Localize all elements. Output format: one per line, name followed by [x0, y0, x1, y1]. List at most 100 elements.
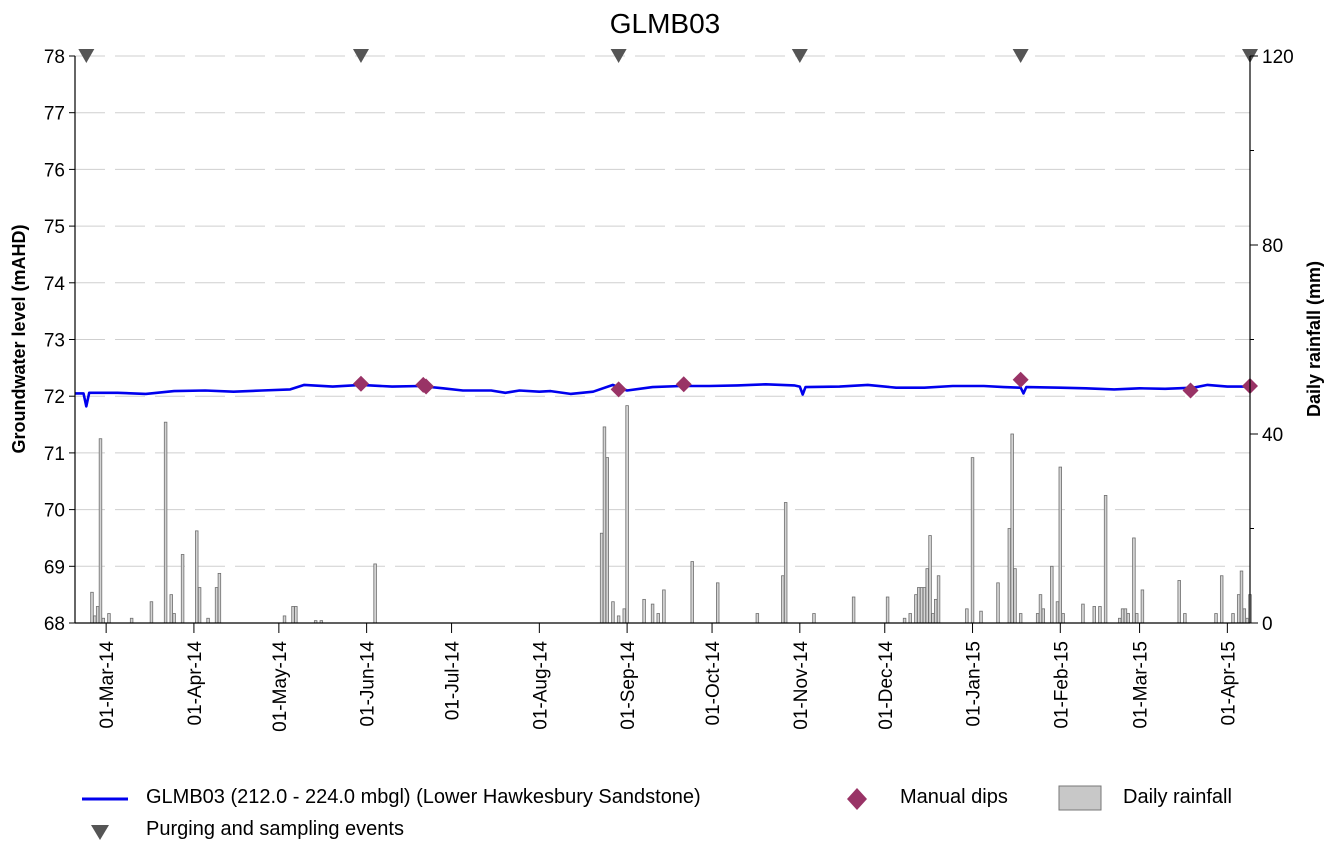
gridlines — [75, 55, 1250, 567]
legend-line-swatch — [82, 797, 128, 801]
x-tick-label: 01-Oct-14 — [703, 641, 724, 726]
sampling-event-marker — [791, 49, 808, 63]
rainfall-bar — [1092, 606, 1096, 624]
sampling-event-marker — [352, 49, 369, 63]
rainfall-bar — [95, 606, 100, 624]
rainfall-bar — [1013, 568, 1017, 624]
rainfall-bar — [1135, 613, 1139, 624]
rainfall-bar — [1041, 608, 1046, 624]
rainfall-bar — [1103, 495, 1108, 624]
manual-dip-marker — [352, 375, 369, 392]
rainfall-bar — [1132, 537, 1136, 624]
legend-label-manual-dips: Manual dips — [900, 786, 1008, 808]
rainfall-bar — [1055, 601, 1060, 624]
rainfall-bar — [101, 617, 106, 624]
rainfall-bar — [1219, 575, 1224, 624]
y-left-axis-label: Groundwater level (mAHD) — [9, 224, 29, 453]
rainfall-bar — [373, 563, 377, 624]
legend-item-manual-dips: Manual dips — [845, 786, 1045, 814]
rainfall-bar — [1236, 594, 1241, 624]
rainfall-bar — [1081, 603, 1085, 624]
rainfall-bar — [195, 530, 199, 624]
rainfall-bar — [1183, 613, 1187, 624]
legend-item-groundwater: GLMB03 (212.0 - 224.0 mbgl) (Lower Hawke… — [82, 786, 882, 814]
rainfall-bar — [1123, 608, 1128, 624]
rainfall-bar — [98, 438, 103, 624]
rainfall-bar — [885, 596, 890, 624]
rainfall-bar — [1177, 580, 1181, 624]
legend-label-sampling: Purging and sampling events — [146, 818, 404, 840]
x-tick-label: 01-Jul-14 — [443, 641, 464, 721]
rainfall-bar — [781, 575, 785, 624]
rainfall-bar — [1038, 594, 1043, 624]
rainfall-bar — [1010, 433, 1014, 624]
x-tick-label: 01-Apr-14 — [185, 641, 206, 726]
rainfall-bar — [625, 405, 629, 624]
diamond-icon — [847, 788, 867, 810]
y-left-tick-label: 71 — [44, 444, 65, 465]
x-tick-label: 01-Dec-14 — [876, 641, 897, 730]
rainfall-bar — [1214, 613, 1218, 624]
chart-title: GLMB03 — [610, 8, 721, 39]
x-tick-label: 01-Mar-14 — [97, 641, 118, 729]
y-left-tick-label: 76 — [44, 160, 65, 181]
triangle-down-icon — [91, 825, 109, 840]
rainfall-bar — [1018, 613, 1023, 624]
rainfall-bar — [783, 502, 788, 624]
rainfall-bar — [107, 613, 111, 624]
rainfall-bar — [970, 457, 975, 624]
rainfall-bar — [172, 613, 176, 624]
rainfall-bar — [925, 568, 929, 624]
x-tick-label: 01-Sep-14 — [618, 641, 639, 730]
rainfall-bar — [1098, 606, 1102, 624]
sampling-event-markers — [78, 49, 1258, 63]
manual-dip-marker — [610, 381, 627, 398]
y-right-tick-label: 40 — [1262, 425, 1283, 446]
sampling-event-marker — [610, 49, 627, 63]
rainfall-bar — [1242, 608, 1247, 624]
rainfall-bar — [931, 613, 935, 624]
y-left-tick-label: 72 — [44, 387, 65, 408]
y-left-tick-label: 77 — [44, 104, 65, 125]
x-tick-label: 01-Apr-15 — [1218, 641, 1239, 726]
rainfall-bar — [1035, 613, 1040, 624]
sampling-event-marker — [1012, 49, 1029, 63]
legend-label-groundwater: GLMB03 (212.0 - 224.0 mbgl) (Lower Hawke… — [146, 786, 701, 808]
legend-label-rainfall: Daily rainfall — [1123, 786, 1232, 808]
rainfall-bar — [149, 601, 154, 624]
rainfall-bar — [996, 582, 1000, 624]
legend-item-sampling: Purging and sampling events — [88, 818, 588, 846]
rainfall-bar — [656, 613, 660, 624]
y-left-tick-label: 73 — [44, 331, 65, 352]
y-right-tick-label: 120 — [1262, 47, 1294, 68]
rainfall-bar — [965, 608, 969, 624]
rainfall-bar — [919, 587, 924, 624]
rainfall-bar — [914, 594, 918, 624]
rainfall-bar — [294, 606, 298, 624]
y-right-axis-label: Daily rainfall (mm) — [1304, 261, 1324, 417]
y-left-tick-label: 74 — [44, 274, 66, 295]
rainfall-bar — [851, 596, 856, 624]
rainfall-bar — [690, 561, 694, 624]
x-tick-label: 01-May-14 — [270, 641, 291, 732]
rainfall-bars — [90, 405, 1252, 624]
rainfall-bar — [90, 591, 94, 624]
rainfall-bar — [934, 598, 938, 624]
rainfall-bar — [180, 554, 185, 624]
rainfall-bar — [979, 610, 983, 624]
x-tick-label: 01-Jan-15 — [964, 641, 985, 727]
rainfall-bar — [1245, 617, 1249, 624]
x-tick-label: 01-Mar-15 — [1131, 641, 1152, 729]
manual-dip-marker — [1012, 371, 1029, 388]
rainfall-bar — [1140, 589, 1145, 624]
rainfall-bar — [291, 606, 295, 624]
rainfall-bar — [605, 457, 609, 624]
rainfall-bar — [1061, 613, 1065, 624]
rainfall-bar — [917, 587, 921, 624]
rainfall-bar — [1050, 565, 1054, 624]
y-left-tick-label: 70 — [44, 501, 65, 522]
y-left-tick-label: 69 — [44, 557, 65, 578]
rainfall-bar — [908, 613, 912, 624]
manual-dips-markers — [352, 371, 1258, 399]
rainfall-bar — [599, 532, 604, 624]
